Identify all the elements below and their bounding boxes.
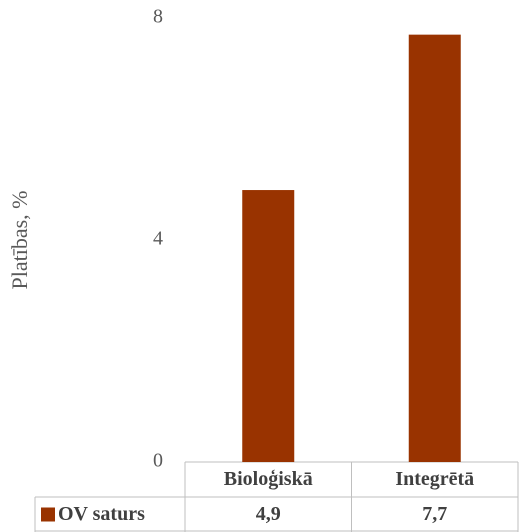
y-tick-label: 4 (153, 228, 163, 250)
y-tick-label: 0 (153, 450, 163, 472)
table-value: 7,7 (422, 503, 447, 525)
bar (408, 34, 461, 463)
y-axis-label: Platības, % (7, 191, 32, 290)
table-header: Integrētā (395, 468, 474, 490)
y-tick-label: 8 (153, 6, 163, 28)
bar (242, 190, 295, 463)
table-header: Bioloģiskā (224, 468, 313, 490)
legend-label: OV saturs (58, 503, 145, 525)
legend-swatch (41, 507, 55, 522)
table-value: 4,9 (256, 503, 281, 525)
